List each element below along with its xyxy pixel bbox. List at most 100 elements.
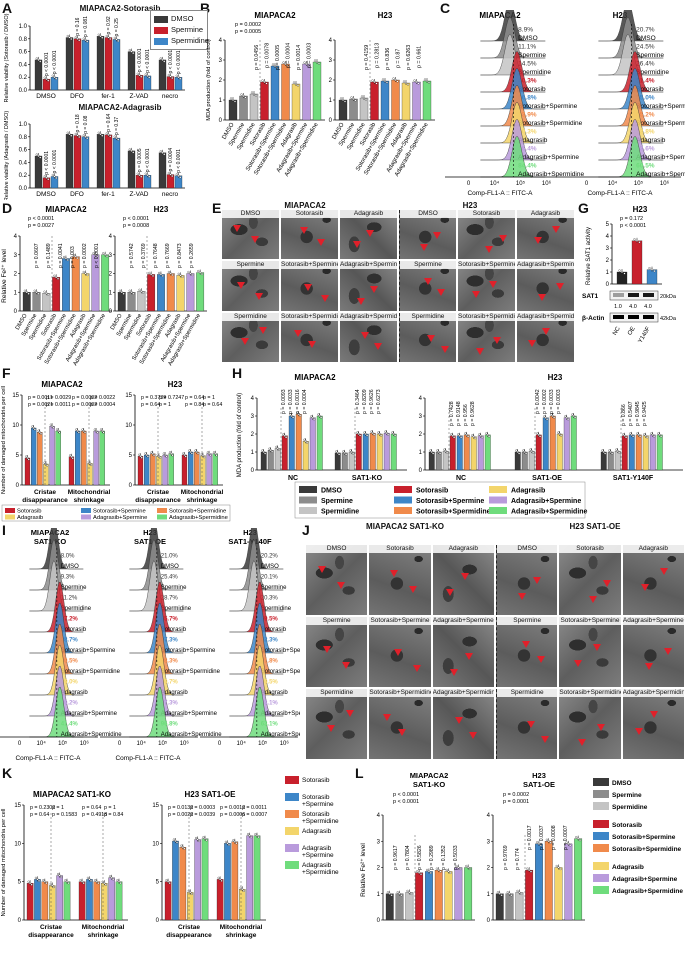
panel-k-bar-point [103, 882, 106, 885]
panel-l-legend-label: Adagrasib+Spermine [612, 876, 678, 883]
panel-h-bar-point [646, 436, 649, 439]
panel-a-top-chart: 0.0 0.2 0.4 0.6 0.8 1.0 Relative viability (So… [4, 13, 185, 102]
panel-i-col2-percent: 97.3% [161, 700, 179, 706]
panel-d-pvalue: p = 0.7669 [165, 243, 171, 268]
panel-a-bar-point [128, 49, 131, 52]
panel-k-bar-point [89, 879, 93, 882]
legend-item: Spermidine [154, 36, 209, 45]
panel-h-bar-point [310, 415, 313, 418]
panel-a-bar [127, 150, 136, 189]
panel-l-left-tick-label: 0 [377, 918, 381, 924]
panel-l-pvalue: p = 0.2989 [429, 845, 435, 870]
panel-c-left-tick-label: 10⁵ [516, 180, 526, 187]
panel-f-bar-point [102, 431, 105, 434]
panel-b-left-tick-label: 2 [219, 78, 223, 84]
panel-a-bar-point [84, 135, 87, 138]
panel-e-image: Spermine [399, 261, 456, 311]
panel-e-image-label: Spermidine [400, 312, 456, 321]
panel-f-bar-point [90, 463, 93, 466]
panel-label-k: K [2, 765, 13, 781]
panel-h-bar-point [394, 434, 397, 437]
panel-d-right-tick-label: 0 [109, 309, 113, 315]
panel-h-right-tick-label: 0 [419, 468, 423, 474]
panel-h-bar-point [269, 449, 272, 452]
panel-j-image: DMSO [306, 545, 368, 615]
panel-i-col1-histogram [29, 602, 84, 654]
panel-k-pvalue: p = 0.64 [82, 805, 101, 811]
panel-h-bar [556, 433, 563, 471]
panel-i-col2-percent: 28.7% [161, 595, 179, 601]
panel-c-right-percent: 51.4% [636, 78, 655, 85]
panel-b-bar-point [396, 80, 399, 83]
panel-h-bar-point [359, 434, 362, 437]
panel-h-bar-point [356, 431, 359, 434]
panel-e-arrow-icon [555, 283, 564, 291]
panel-b-bar-point [385, 81, 389, 84]
panel-e-image-label: DMSO [222, 210, 279, 218]
panel-l-bar-point [526, 867, 529, 870]
panel-c-right-row-label: Sotorasib+Spermidine [636, 120, 685, 127]
panel-l-bar-point [559, 867, 562, 871]
panel-h-bar-point [387, 433, 390, 436]
panel-i-col3-percent: 60.5% [261, 679, 279, 685]
panel-h-bar-point [437, 450, 440, 454]
panel-a-tick-label: 1.0 [19, 24, 28, 30]
panel-f-bar-point [37, 429, 40, 432]
panel-h-pvalue: p = 0.6273 [376, 389, 382, 414]
panel-l-bar [434, 869, 443, 921]
panel-c-right-row-label: DMSO [636, 35, 656, 42]
panel-a-bar-point [177, 174, 180, 177]
panel-k-bar-point [101, 880, 104, 883]
panel-k-bar-point [255, 834, 259, 837]
panel-b-bar [312, 61, 322, 121]
panel-a-bar-point [70, 134, 73, 137]
panel-b-bar-point [373, 80, 376, 84]
panel-j-image: Spermine [495, 617, 558, 687]
panel-g-pvalue: p < 0.0001 [620, 223, 646, 229]
legend-item: DMSO [154, 14, 194, 23]
panel-a-category-label: DFO [70, 93, 84, 100]
panel-j-arrow-icon [345, 710, 354, 717]
panel-i-col1-tick-label: 10⁴ [37, 740, 47, 747]
panel-d-bar-point [132, 292, 135, 295]
panel-h-bar-point [644, 434, 647, 437]
panel-h-bar-point [653, 435, 656, 438]
panel-d-bar-point [76, 257, 79, 260]
panel-g-pvalue: p = 0.172 [620, 216, 643, 222]
panel-a-bar-point [171, 77, 174, 80]
panel-j-image: Adagrasib [432, 545, 494, 615]
panel-f-bar-point [144, 452, 147, 455]
panel-g-category-label: OE [627, 326, 637, 337]
panel-a-bar [112, 137, 121, 189]
panel-g-bar-point [620, 270, 624, 274]
panel-h-bar [281, 435, 288, 471]
panel-a-tick-label: 0.4 [19, 62, 28, 68]
panel-k-bar-point [233, 840, 236, 843]
panel-d-right-tick-label: 2 [109, 272, 113, 278]
panel-i-col3-percent: 62.3% [261, 637, 279, 643]
panel-a-bar [81, 136, 90, 189]
panel-a-bar-point [163, 153, 166, 156]
panel-l-bar-point [416, 870, 419, 873]
panel-f-bar [200, 455, 206, 486]
panel-b-bar-point [286, 64, 289, 67]
panel-f-bar [68, 456, 75, 486]
panel-k-bar-point [175, 841, 179, 844]
panel-label-e: E [212, 200, 222, 216]
panel-d-bar-point [82, 270, 85, 274]
panel-d-bar-point [102, 252, 105, 255]
panel-l-pvalue: p = 0.0007 [563, 825, 569, 850]
panel-h-group-label: NC [288, 475, 298, 482]
panel-b-pvalue: p = 0.0003 [307, 43, 313, 68]
panel-h-legend-swatch [394, 486, 412, 493]
panel-a-bar-point [140, 175, 143, 178]
panel-b-bar-point [413, 79, 416, 82]
panel-b-right-tick-label: 2 [329, 78, 333, 84]
panel-l-bar-point [510, 894, 513, 897]
panel-f-bar-point [99, 428, 103, 431]
panel-d-bar-point [43, 290, 46, 293]
panel-h-chart: MDA production (fold of control) MIAPACA2… [237, 373, 683, 519]
panel-c-right-percent: 55.0% [636, 95, 655, 102]
panel-b-bar-point [233, 100, 237, 103]
panel-l-bar-point [555, 864, 558, 868]
